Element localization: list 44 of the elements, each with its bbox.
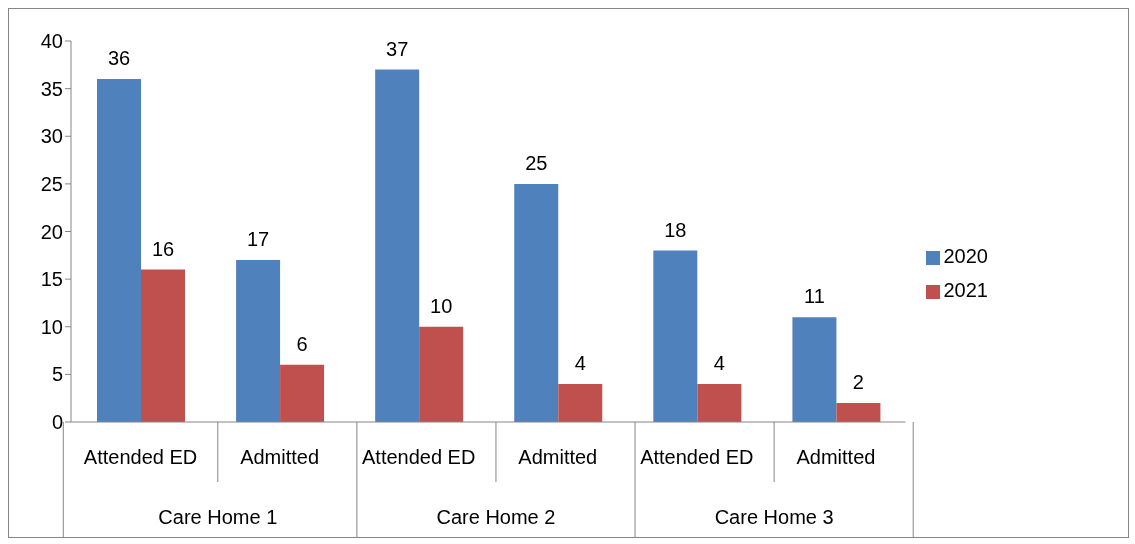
- y-tick-label: 40: [40, 30, 63, 53]
- legend-label: 2021: [943, 279, 988, 301]
- text: Care Home 1: [158, 506, 278, 528]
- x-tick-label: Admitted: [240, 446, 320, 468]
- bar: [419, 326, 464, 422]
- data-label: 25: [525, 151, 548, 174]
- data-label: 4: [574, 351, 586, 374]
- data-label: 6: [296, 332, 308, 355]
- data-label: 4: [713, 351, 725, 374]
- bar: [280, 364, 325, 422]
- y-tick-label: 30: [40, 125, 63, 148]
- y-tick-label: 20: [40, 220, 63, 243]
- legend-label: 2020: [943, 245, 988, 267]
- bar: [236, 260, 281, 422]
- y-tick-label: 0: [51, 411, 63, 434]
- y-tick-label: 25: [40, 172, 63, 195]
- bar: [792, 317, 837, 422]
- data-label: 18: [664, 218, 687, 241]
- x-tick-label: Attended ED: [362, 446, 476, 468]
- x-tick-label: Attended ED: [640, 446, 754, 468]
- data-label: 10: [430, 294, 453, 317]
- data-label: 37: [386, 37, 409, 60]
- y-tick-label: 35: [40, 77, 63, 100]
- bar: [375, 69, 420, 422]
- bar: [558, 383, 603, 422]
- x-tick-label: Admitted: [518, 446, 598, 468]
- data-label: 16: [151, 237, 175, 260]
- data-label: 17: [246, 228, 270, 251]
- text: Care Home 3: [714, 506, 834, 528]
- bar: [653, 250, 698, 422]
- bar: [97, 79, 141, 422]
- data-label: 36: [107, 47, 131, 70]
- x-tick-label: Attended ED: [83, 446, 198, 468]
- data-label: 11: [804, 285, 825, 308]
- text: Care Home 2: [436, 506, 556, 528]
- data-label: 2: [852, 370, 864, 393]
- bar: [697, 383, 742, 422]
- bar: [514, 183, 559, 422]
- y-tick-label: 5: [51, 363, 63, 386]
- x-tick-label: Admitted: [796, 446, 876, 468]
- bar: [836, 402, 881, 422]
- y-tick-label: 15: [40, 268, 63, 291]
- bar: [141, 269, 185, 422]
- y-tick-label: 10: [40, 315, 63, 338]
